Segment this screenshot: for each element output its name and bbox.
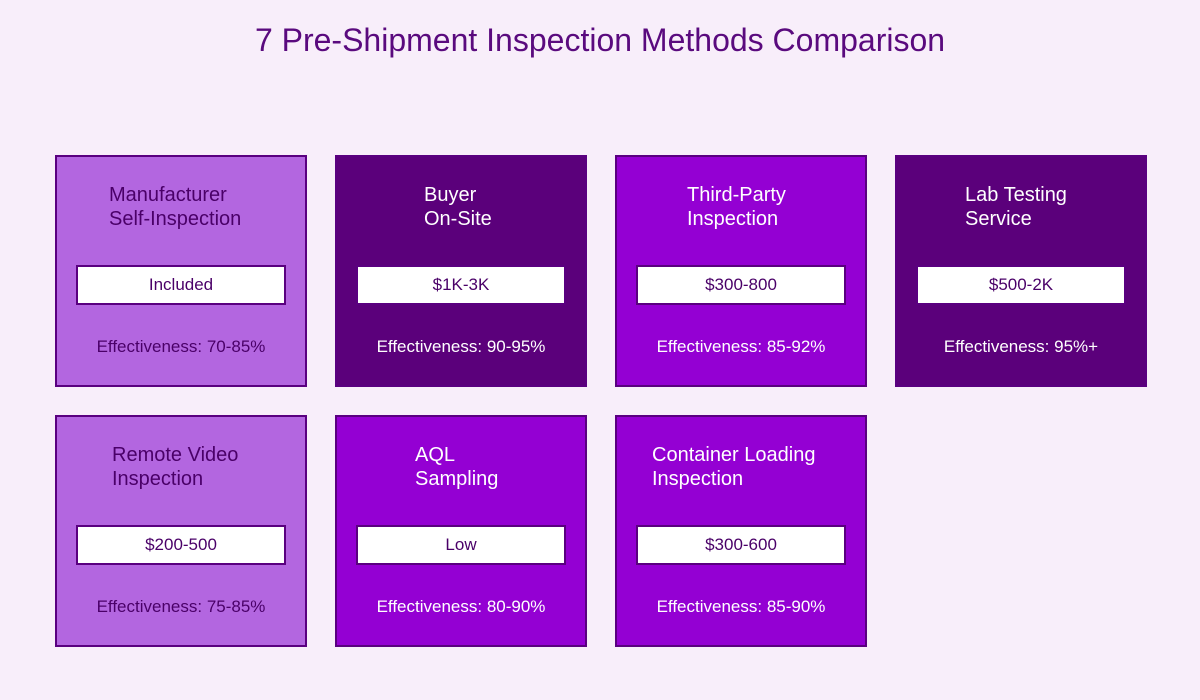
method-name: Manufacturer Self-Inspection [109, 183, 241, 231]
method-name-line2: Inspection [112, 468, 204, 490]
method-name-line1: Lab Testing [965, 184, 1067, 206]
method-name-line1: Third-Party [687, 184, 786, 206]
cost-box: $200-500 [76, 525, 286, 565]
method-name-line1: Remote Video [112, 444, 239, 466]
effectiveness-text: Effectiveness: 75-85% [96, 597, 266, 616]
method-name-line1: Buyer [424, 184, 477, 206]
cost-box: $1K-3K [356, 265, 566, 305]
method-card-container-loading-inspection: Container Loading Inspection $300-600 Ef… [615, 415, 867, 647]
method-name: Third-Party Inspection [687, 183, 786, 231]
method-name-line2: Sampling [415, 468, 499, 490]
cost-box: Low [356, 525, 566, 565]
method-card-third-party-inspection: Third-Party Inspection $300-800 Effectiv… [615, 155, 867, 387]
method-name-line1: Container Loading [652, 444, 816, 466]
method-card-aql-sampling: AQL Sampling Low Effectiveness: 80-90% [335, 415, 587, 647]
page-title: 7 Pre-Shipment Inspection Methods Compar… [254, 22, 946, 58]
method-name-line2: Self-Inspection [109, 208, 242, 230]
cost-box: $300-800 [636, 265, 846, 305]
method-card-buyer-on-site: Buyer On-Site $1K-3K Effectiveness: 90-9… [335, 155, 587, 387]
cost-box: $300-600 [636, 525, 846, 565]
method-name: Buyer On-Site [424, 183, 492, 231]
method-name: AQL Sampling [415, 443, 498, 491]
method-name-line2: Inspection [687, 208, 779, 230]
effectiveness-text: Effectiveness: 90-95% [376, 337, 546, 356]
method-card-remote-video-inspection: Remote Video Inspection $200-500 Effecti… [55, 415, 307, 647]
method-card-lab-testing-service: Lab Testing Service $500-2K Effectivenes… [895, 155, 1147, 387]
effectiveness-text: Effectiveness: 95%+ [943, 337, 1099, 356]
method-name-line2: On-Site [424, 208, 492, 230]
method-name-line2: Service [965, 208, 1032, 230]
method-name: Remote Video Inspection [112, 443, 238, 491]
effectiveness-text: Effectiveness: 85-92% [656, 337, 826, 356]
method-name-line2: Inspection [652, 468, 744, 490]
method-name-line1: Manufacturer [109, 184, 227, 206]
effectiveness-text: Effectiveness: 70-85% [96, 337, 266, 356]
effectiveness-text: Effectiveness: 80-90% [376, 597, 546, 616]
method-card-manufacturer-self-inspection: Manufacturer Self-Inspection Included Ef… [55, 155, 307, 387]
method-name: Lab Testing Service [965, 183, 1067, 231]
method-name: Container Loading Inspection [652, 443, 815, 491]
cost-box: Included [76, 265, 286, 305]
effectiveness-text: Effectiveness: 85-90% [656, 597, 826, 616]
method-name-line1: AQL [415, 444, 456, 466]
cost-box: $500-2K [916, 265, 1126, 305]
